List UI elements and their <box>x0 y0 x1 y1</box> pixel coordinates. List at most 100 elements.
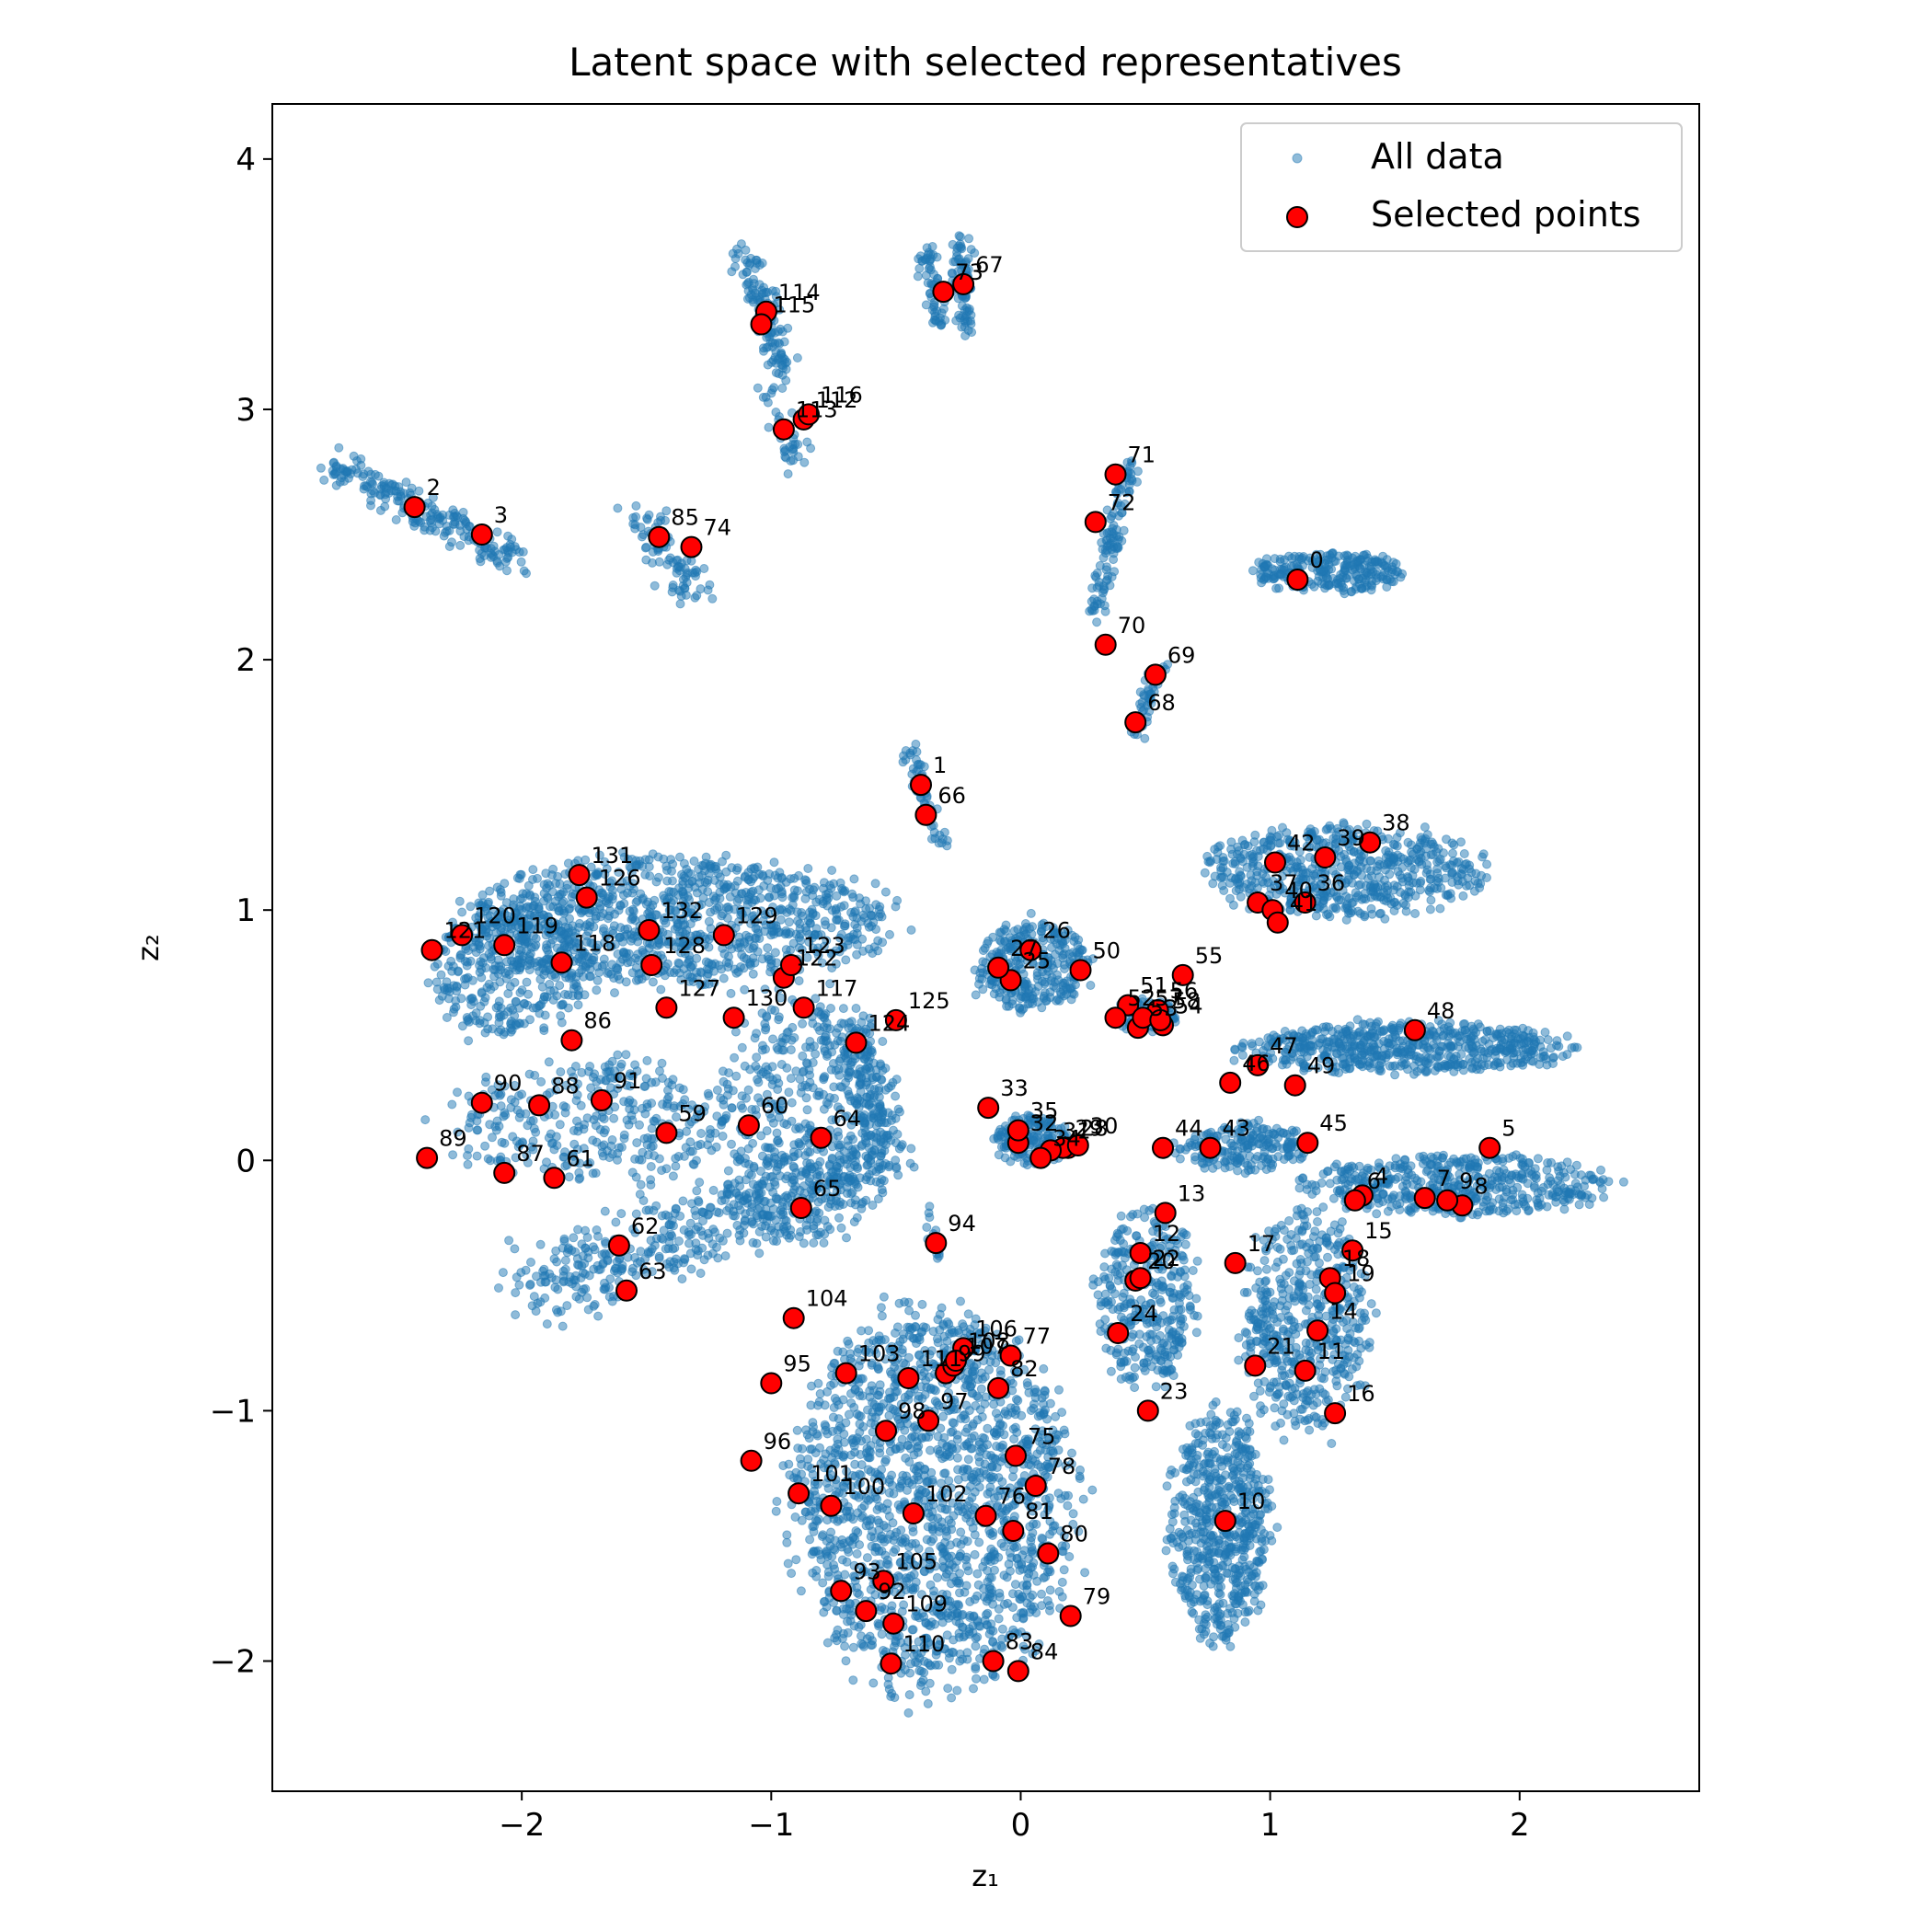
data-point <box>535 974 546 984</box>
data-point <box>1449 840 1459 850</box>
data-point <box>632 1138 642 1148</box>
data-point <box>877 1185 887 1195</box>
data-point <box>619 1130 629 1140</box>
data-point <box>906 925 916 935</box>
data-point <box>866 1130 876 1140</box>
data-point <box>1225 893 1235 903</box>
data-point <box>573 1225 583 1235</box>
data-point <box>836 1223 846 1233</box>
data-point <box>642 514 652 524</box>
data-point <box>366 489 376 499</box>
data-point <box>480 1141 490 1151</box>
data-point <box>692 1186 702 1196</box>
data-point <box>420 1115 431 1125</box>
data-point <box>1248 566 1258 576</box>
data-point <box>880 887 891 897</box>
data-point <box>1260 572 1271 582</box>
data-point <box>504 1236 514 1246</box>
data-point <box>555 1120 565 1130</box>
data-point <box>768 1236 778 1246</box>
data-point <box>805 1037 815 1046</box>
data-point <box>826 883 836 893</box>
data-point <box>778 1045 788 1055</box>
data-point <box>528 875 537 884</box>
data-point <box>1102 575 1112 585</box>
data-point <box>774 369 784 379</box>
data-point <box>522 977 532 987</box>
data-point <box>679 1225 689 1235</box>
data-point <box>461 973 471 983</box>
data-point <box>667 866 676 876</box>
data-point <box>822 1018 832 1028</box>
data-point <box>542 992 552 1002</box>
data-point <box>719 1076 729 1087</box>
data-point <box>1355 564 1365 574</box>
data-point <box>546 1272 557 1282</box>
data-point <box>528 865 538 875</box>
data-point <box>605 1274 615 1284</box>
data-point <box>769 857 779 868</box>
data-point <box>645 871 655 881</box>
data-point <box>1275 557 1285 567</box>
data-point <box>863 918 873 928</box>
data-point <box>678 1196 688 1206</box>
data-point <box>794 976 804 986</box>
data-point <box>408 517 418 527</box>
data-point <box>680 583 690 593</box>
data-point <box>592 1225 602 1235</box>
data-point <box>316 463 326 473</box>
data-point <box>707 960 717 969</box>
data-point <box>723 1179 733 1190</box>
data-point <box>567 891 577 902</box>
data-point <box>648 940 657 949</box>
data-point <box>766 1223 776 1233</box>
data-point <box>823 1202 834 1213</box>
data-point <box>657 1058 667 1068</box>
data-point <box>1054 946 1064 956</box>
data-point <box>514 1280 524 1290</box>
data-point <box>466 1110 477 1120</box>
data-point <box>772 1074 782 1084</box>
data-point <box>707 1239 718 1249</box>
data-point <box>1382 582 1392 592</box>
data-point <box>502 566 512 576</box>
data-point <box>500 557 511 567</box>
data-point <box>886 1081 896 1091</box>
data-point <box>1362 863 1372 873</box>
data-point <box>494 1283 503 1293</box>
data-point <box>749 1161 759 1171</box>
data-point <box>730 1027 741 1037</box>
data-point <box>545 880 555 891</box>
data-point <box>1336 895 1346 905</box>
data-point <box>852 923 862 933</box>
data-point <box>1351 582 1362 592</box>
data-point <box>496 1012 506 1022</box>
data-point <box>349 451 359 461</box>
data-point <box>737 1091 747 1101</box>
data-point <box>640 1109 650 1119</box>
data-point <box>752 1029 762 1039</box>
data-point <box>877 912 887 922</box>
data-point <box>786 905 796 915</box>
data-point <box>826 1004 835 1013</box>
data-point <box>974 973 984 983</box>
data-point <box>697 1243 707 1253</box>
data-point <box>736 239 746 249</box>
data-point <box>486 552 496 562</box>
data-point <box>537 982 547 992</box>
data-point <box>789 1163 799 1173</box>
data-point <box>808 1018 818 1029</box>
data-point <box>926 254 936 264</box>
data-point <box>634 1155 644 1165</box>
data-point <box>1349 870 1359 880</box>
data-point <box>519 566 529 576</box>
data-point <box>471 1008 481 1018</box>
data-point <box>454 896 465 906</box>
data-point <box>1133 466 1143 477</box>
data-point <box>766 1143 776 1153</box>
data-point <box>380 501 390 512</box>
data-point <box>610 988 619 998</box>
data-point <box>1019 1158 1029 1168</box>
data-point <box>599 1140 609 1150</box>
data-point <box>559 906 569 916</box>
